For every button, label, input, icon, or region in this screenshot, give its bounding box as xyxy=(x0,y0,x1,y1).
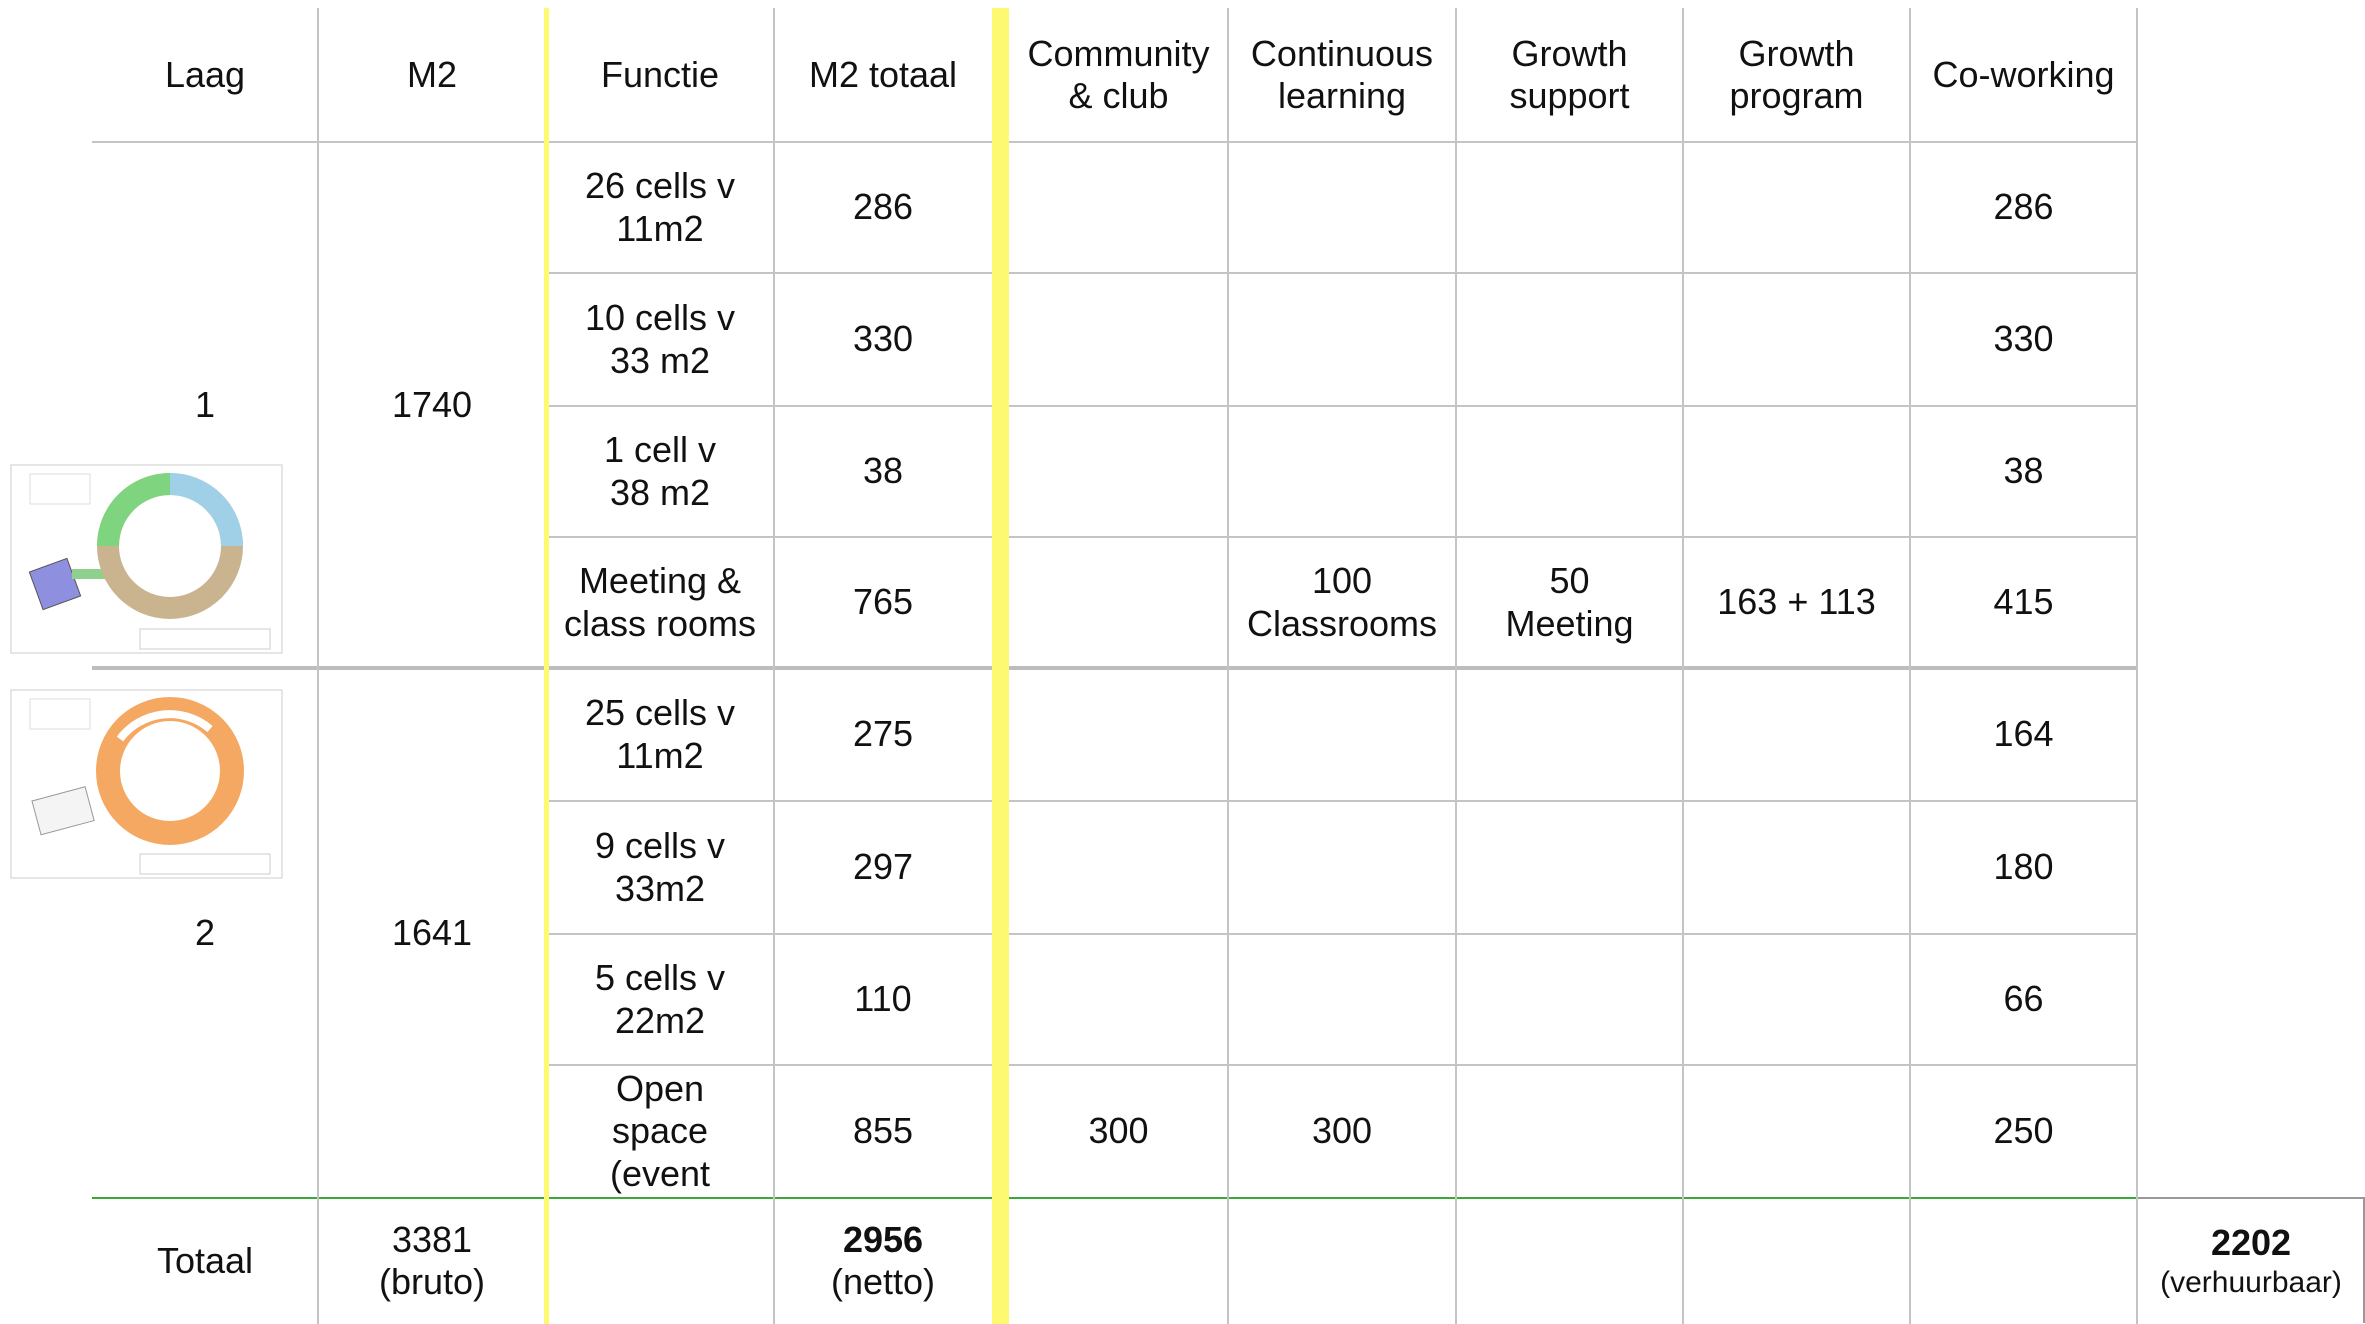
table-cell: 765 xyxy=(852,581,914,623)
total-label: Totaal xyxy=(156,1239,254,1281)
total-note: (netto) xyxy=(830,1261,936,1302)
col-line xyxy=(773,8,775,1324)
row-line xyxy=(546,272,2137,274)
table-cell: 330 xyxy=(1993,318,2054,360)
header-cell: M2 totaal xyxy=(808,53,958,95)
floor-divider xyxy=(92,666,2137,670)
total-cell: 2956 (netto) xyxy=(774,1198,992,1324)
header-cell: Growth program xyxy=(1729,32,1864,116)
table-cell: 164 xyxy=(1993,713,2054,755)
header-cell: Continuous learning xyxy=(1250,32,1434,116)
row-line xyxy=(546,933,2137,935)
total-line xyxy=(92,1197,2137,1199)
yellow-line xyxy=(544,8,549,1324)
table-cell: 38 xyxy=(862,450,904,492)
floor-area: 1740 xyxy=(391,383,473,425)
table-cell: 110 xyxy=(854,978,912,1020)
table-cell: 163 + 113 xyxy=(1717,581,1876,623)
total-value: 2202 xyxy=(2210,1222,2292,1264)
floor-label: 1 xyxy=(194,383,216,425)
col-line xyxy=(1909,8,1911,1324)
table-cell: 26 cells v 11m2 xyxy=(584,165,736,249)
table-cell: 286 xyxy=(852,186,914,228)
table-cell: 5 cells v 22m2 xyxy=(594,957,726,1041)
total-cell: 2202 (verhuurbaar) xyxy=(2137,1198,2365,1324)
table-cell: 100 Classrooms xyxy=(1246,560,1438,644)
table-cell: 855 xyxy=(852,1110,914,1152)
table-cell: 1 cell v 38 m2 xyxy=(603,429,717,513)
table-cell: 300 xyxy=(1088,1110,1149,1152)
table-cell: 9 cells v 33m2 xyxy=(594,825,726,909)
total-note: (verhuurbaar) xyxy=(2160,1265,2342,1299)
header-cell: Growth support xyxy=(1509,32,1630,116)
col-line xyxy=(1455,8,1457,1324)
total-cell: 3381 (bruto) xyxy=(318,1198,546,1324)
total-extra-border xyxy=(2137,1197,2365,1199)
col-line xyxy=(1682,8,1684,1324)
table-cell: 180 xyxy=(1993,846,2054,888)
row-line xyxy=(546,1064,2137,1066)
table-cell: 66 xyxy=(2003,978,2044,1020)
table-cell: 10 cells v 33 m2 xyxy=(584,297,736,381)
header-cell: Laag xyxy=(164,53,246,95)
row-line xyxy=(546,536,2137,538)
row-line xyxy=(92,141,2137,143)
floor-plan-2 xyxy=(10,689,283,879)
header-cell: Functie xyxy=(600,53,720,95)
col-line xyxy=(1227,8,1229,1324)
table-cell: Meeting & class rooms xyxy=(563,560,757,644)
yellow-band xyxy=(992,8,1009,1324)
total-note: (bruto) xyxy=(378,1261,486,1302)
table-cell: 300 xyxy=(1311,1110,1373,1152)
table-cell: 275 xyxy=(852,713,914,755)
table-cell: 38 xyxy=(2003,450,2044,492)
total-extra-border xyxy=(2363,1197,2365,1323)
floor-area: 1641 xyxy=(391,911,473,953)
row-line xyxy=(546,405,2137,407)
row-line xyxy=(546,800,2137,802)
floor-plan-1 xyxy=(10,464,283,654)
floor-label: 2 xyxy=(194,911,216,953)
total-value: 2956 xyxy=(842,1218,924,1260)
header-cell: Community & club xyxy=(1027,32,1210,116)
table-cell: 250 xyxy=(1993,1110,2054,1152)
table-cell: Open space (event xyxy=(609,1068,711,1194)
table-cell: 297 xyxy=(852,846,914,888)
total-value: 3381 xyxy=(391,1218,473,1260)
table-cell: 286 xyxy=(1993,186,2054,228)
col-line xyxy=(317,8,319,1324)
table-cell: 415 xyxy=(1993,581,2054,623)
table-cell: 330 xyxy=(852,318,914,360)
header-cell: M2 xyxy=(406,53,457,95)
table-cell: 25 cells v 11m2 xyxy=(584,692,736,776)
col-line xyxy=(2136,8,2138,1324)
table-cell: 50 Meeting xyxy=(1505,560,1634,644)
header-cell: Co-working xyxy=(1932,53,2115,95)
